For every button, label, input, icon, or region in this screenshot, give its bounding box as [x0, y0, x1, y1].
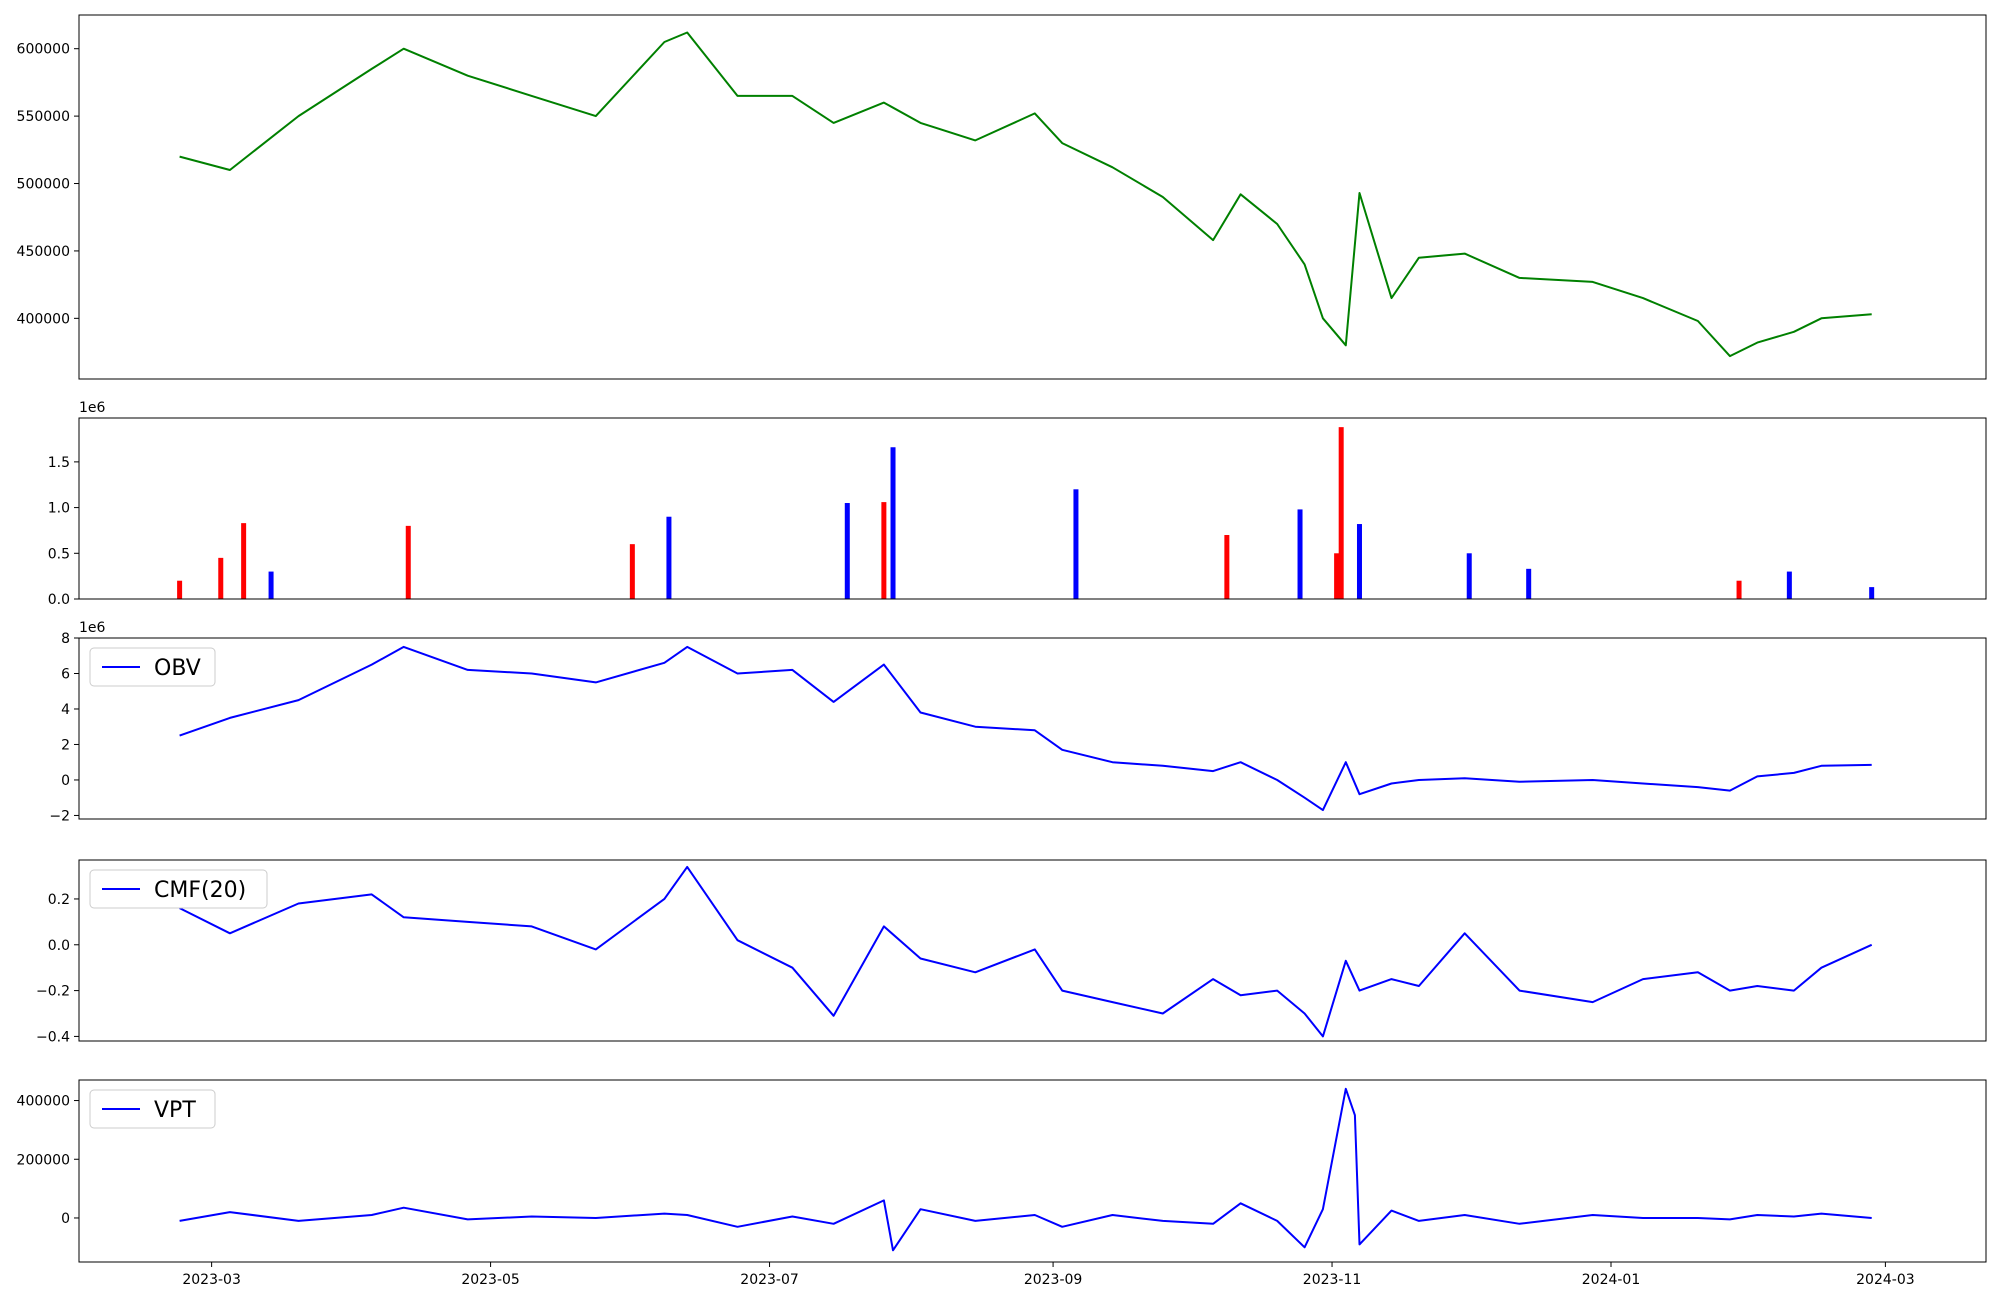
series-line-cmf: [179, 865, 1873, 1038]
x-tick-label: 2024-03: [1856, 1272, 1915, 1288]
y-tick-label: 0.2: [48, 892, 70, 908]
volume-bar: [629, 544, 635, 599]
axis-offset-label: 1e6: [79, 400, 106, 416]
axes-frame: [78, 417, 1987, 600]
y-tick-label: 8: [61, 631, 70, 647]
y-tick-label: 550000: [17, 109, 70, 125]
volume-bar: [241, 523, 247, 599]
volume-bar: [1786, 571, 1792, 599]
volume-bar: [666, 516, 672, 599]
y-tick-label: −2: [49, 808, 70, 824]
panel-price: 400000 450000 500000 550000 600000: [17, 14, 1987, 380]
volume-bar: [1356, 524, 1362, 599]
y-tick-label: 0: [61, 1211, 70, 1227]
panel-volume: 0.0 0.5 1.0 1.5 1e6: [48, 400, 1987, 608]
y-tick-label: 0.0: [48, 938, 70, 954]
axes-frame: [78, 1079, 1987, 1263]
y-tick-label: 4: [61, 702, 70, 718]
axes-frame: [78, 859, 1987, 1042]
y-tick-label: 400000: [17, 311, 70, 327]
y-tick-label: 600000: [17, 42, 70, 58]
volume-bar: [268, 571, 274, 599]
x-tick-label: 2023-03: [182, 1272, 241, 1288]
x-tick-label: 2024-01: [1582, 1272, 1641, 1288]
volume-bar: [890, 447, 896, 599]
volume-bar: [1466, 553, 1472, 599]
volume-bar: [1334, 553, 1340, 599]
y-tick-label: 6: [61, 666, 70, 682]
volume-bar: [881, 502, 887, 599]
volume-bar: [1224, 535, 1230, 599]
series-line-price: [179, 31, 1872, 358]
y-tick-label: 1.0: [48, 501, 70, 517]
volume-bar: [844, 503, 850, 599]
volume-bar: [218, 557, 224, 599]
series-line-obv: [179, 645, 1872, 812]
y-tick-label: 200000: [17, 1152, 70, 1168]
volume-bar: [1338, 427, 1344, 599]
legend-label: VPT: [154, 1098, 196, 1123]
y-tick-label: 0.0: [48, 592, 70, 608]
axes-frame: [78, 14, 1987, 380]
x-tick-label: 2023-11: [1303, 1272, 1362, 1288]
volume-bar: [1869, 587, 1875, 599]
legend-box: [89, 869, 268, 909]
legend-box: [89, 1089, 216, 1129]
volume-bar: [177, 580, 183, 599]
volume-bar: [1297, 509, 1303, 599]
legend-box: [89, 647, 216, 687]
y-tick-label: 500000: [17, 177, 70, 193]
volume-bar: [405, 525, 411, 599]
panel-vpt: 0 200000 400000 VPT: [17, 1079, 1987, 1263]
y-tick-label: 1.5: [48, 455, 70, 471]
y-tick-label: −0.2: [36, 984, 70, 1000]
axis-offset-label: 1e6: [79, 620, 106, 636]
volume-bar: [1526, 568, 1532, 599]
x-tick-label: 2023-09: [1024, 1272, 1083, 1288]
axes-frame: [78, 637, 1987, 820]
x-tick-label: 2023-05: [461, 1272, 520, 1288]
y-tick-label: 400000: [17, 1094, 70, 1110]
panel-obv: −2 0 2 4 6 8 1e6 OBV: [49, 620, 1987, 824]
legend-label: OBV: [154, 656, 201, 681]
y-tick-label: 2: [61, 737, 70, 753]
y-tick-label: 450000: [17, 244, 70, 260]
x-tick-label: 2023-07: [740, 1272, 799, 1288]
y-tick-label: 0.5: [48, 546, 70, 562]
volume-bar: [1736, 580, 1742, 599]
legend-label: CMF(20): [154, 878, 246, 903]
series-line-vpt: [179, 1087, 1872, 1252]
y-tick-label: −0.4: [36, 1029, 70, 1045]
panel-cmf: −0.4 −0.2 0.0 0.2 CMF(20): [36, 859, 1987, 1045]
volume-bar: [1073, 489, 1079, 599]
y-tick-label: 0: [61, 773, 70, 789]
